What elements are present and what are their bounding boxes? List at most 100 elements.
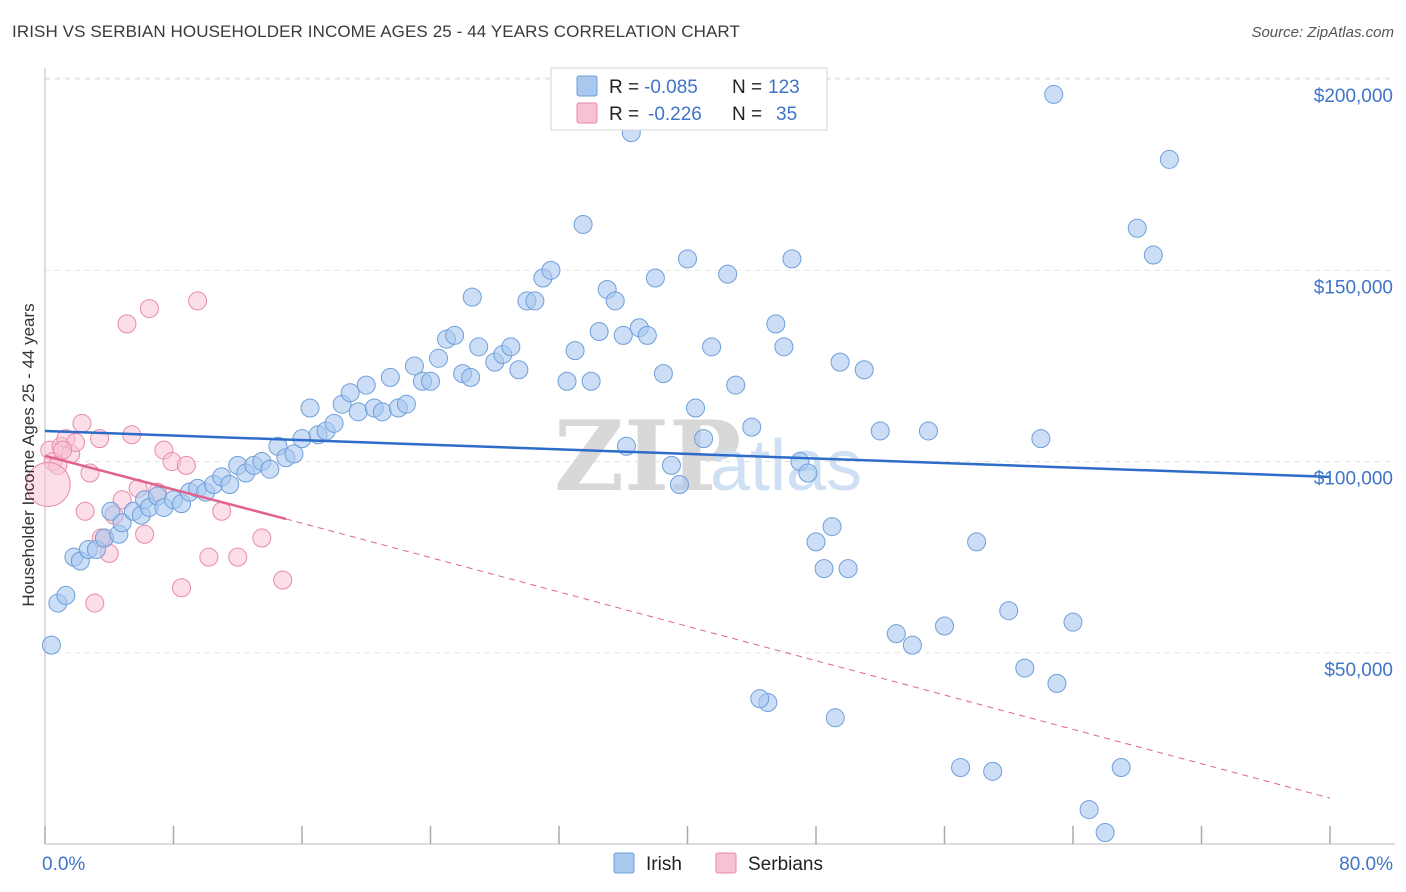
y-tick-labels: $50,000 $100,000 $150,000 $200,000: [1314, 86, 1393, 681]
irish-point: [806, 532, 826, 552]
irish-point: [686, 398, 706, 418]
irish-point: [1063, 612, 1083, 632]
irish-series-label: Irish: [646, 854, 682, 875]
irish-point: [220, 475, 240, 495]
irish-point: [645, 268, 665, 288]
irish-point: [1111, 758, 1131, 778]
serbian-point: [53, 440, 73, 460]
serbian-point: [139, 299, 159, 319]
irish-r-value: -0.085: [644, 77, 698, 98]
x-tick-label: 80.0%: [1339, 854, 1393, 875]
y-tick-label: $150,000: [1314, 277, 1393, 298]
serbian-point: [199, 547, 219, 567]
irish-point: [469, 337, 489, 357]
serbian-points: [25, 291, 293, 613]
serbian-n-value: 35: [776, 104, 797, 125]
serbian-point: [25, 462, 71, 508]
serbian-point: [228, 547, 248, 567]
serbian-r-value: -0.226: [648, 104, 702, 125]
irish-point: [541, 260, 561, 280]
irish-point: [396, 394, 416, 414]
irish-point: [356, 375, 376, 395]
irish-n-label: N =: [732, 77, 762, 98]
irish-r-label: R =: [609, 77, 639, 98]
serbian-point: [135, 524, 155, 544]
irish-point: [461, 367, 481, 387]
irish-point: [565, 341, 585, 361]
irish-point: [726, 375, 746, 395]
y-tick-label: $200,000: [1314, 86, 1393, 107]
grid-layer: [45, 77, 1395, 654]
irish-point: [798, 463, 818, 483]
y-tick-label: $100,000: [1314, 469, 1393, 490]
irish-point: [967, 532, 987, 552]
serbian-series-label: Serbians: [748, 854, 823, 875]
irish-point: [260, 459, 280, 479]
irish-point: [766, 314, 786, 334]
irish-point: [702, 337, 722, 357]
irish-point: [750, 689, 770, 709]
irish-point: [918, 421, 938, 441]
irish-point: [830, 352, 850, 372]
y-tick-label: $50,000: [1324, 660, 1393, 681]
stats-legend: R = -0.085 N = 123 R = -0.226 N = 35: [550, 67, 828, 131]
irish-point: [404, 356, 424, 376]
irish-series-swatch: [613, 852, 635, 874]
irish-point: [814, 559, 834, 579]
irish-point: [112, 513, 132, 533]
irish-point: [380, 367, 400, 387]
serbian-r-label: R =: [609, 104, 639, 125]
irish-point: [1095, 823, 1115, 843]
serbian-point: [85, 593, 105, 613]
watermark-zip: ZIP: [554, 400, 741, 513]
serbian-trend-extension: [285, 518, 1331, 799]
source-label: Source: ZipAtlas.com: [1251, 24, 1394, 41]
irish-point: [421, 371, 440, 391]
y-axis-label: Householder Income Ages 25 - 44 years: [19, 303, 38, 606]
watermark: ZIP atlas: [554, 400, 862, 513]
irish-point: [1015, 658, 1035, 678]
irish-point: [822, 517, 842, 537]
irish-trend-line: [44, 429, 1331, 479]
irish-point: [324, 413, 344, 433]
irish-point: [605, 291, 625, 311]
irish-legend-swatch: [576, 75, 598, 97]
irish-point: [340, 383, 360, 403]
chart-title: IRISH VS SERBIAN HOUSEHOLDER INCOME AGES…: [12, 22, 740, 41]
irish-point: [525, 291, 545, 311]
serbian-legend-swatch: [576, 102, 598, 124]
irish-point: [300, 398, 320, 418]
irish-point: [284, 444, 304, 464]
serbian-point: [252, 528, 272, 548]
irish-point: [669, 475, 689, 495]
x-tick-label: 0.0%: [42, 854, 85, 875]
irish-point: [854, 360, 874, 380]
irish-point: [56, 585, 76, 605]
irish-point: [1127, 218, 1147, 238]
irish-point: [999, 601, 1019, 621]
irish-point: [101, 501, 121, 521]
serbian-point: [72, 413, 92, 433]
irish-point: [653, 364, 673, 384]
irish-point: [1044, 84, 1064, 104]
irish-point: [1143, 245, 1163, 265]
irish-point: [429, 348, 449, 368]
watermark-atlas: atlas: [710, 426, 862, 506]
serbian-series-swatch: [715, 852, 737, 874]
irish-point: [637, 325, 657, 345]
irish-point: [1031, 429, 1051, 449]
irish-point: [613, 325, 633, 345]
irish-point: [742, 417, 762, 437]
serbian-point: [176, 455, 196, 475]
irish-point: [41, 635, 61, 655]
serbian-n-label: N =: [732, 104, 762, 125]
serbian-point: [112, 490, 132, 510]
irish-point: [661, 455, 681, 475]
irish-point: [292, 429, 312, 449]
trend-layer: [44, 429, 1331, 799]
irish-point: [782, 249, 802, 269]
irish-point: [445, 325, 465, 345]
irish-point: [825, 708, 845, 728]
irish-points: [41, 84, 1179, 843]
